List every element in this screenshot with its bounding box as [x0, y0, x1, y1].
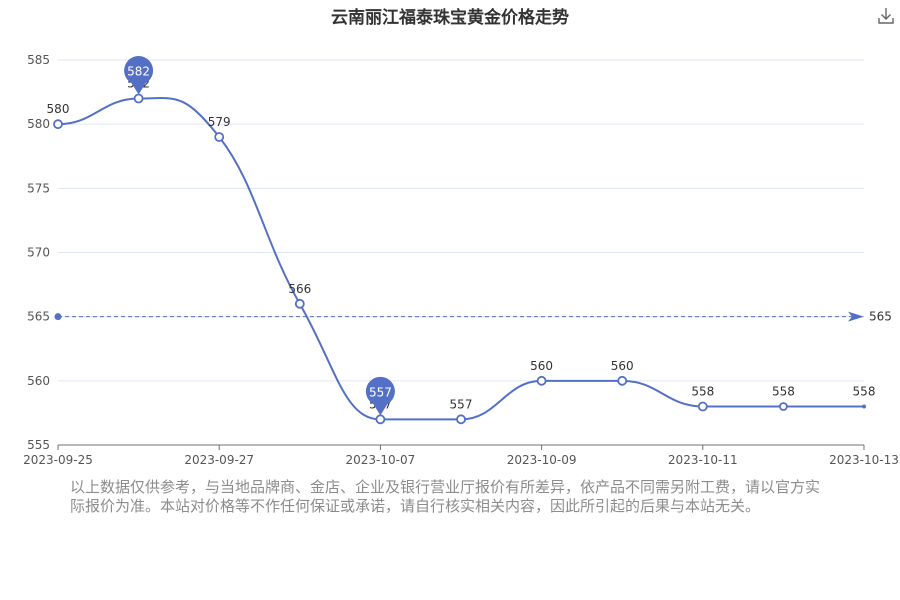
average-line-arrow [848, 311, 864, 322]
data-point [214, 132, 225, 142]
data-label: 560 [611, 359, 634, 373]
y-tick-label: 570 [27, 246, 50, 260]
chart-title: 云南丽江福泰珠宝黄金价格走势 [331, 8, 569, 28]
data-point [862, 404, 866, 409]
data-label: 560 [530, 359, 553, 373]
data-point [617, 375, 628, 386]
average-line-label: 565 [869, 310, 892, 324]
data-label: 557 [450, 397, 473, 411]
y-tick-label: 565 [27, 310, 50, 324]
data-label: 566 [288, 282, 311, 296]
y-tick-label: 575 [27, 181, 50, 195]
min-pin-label: 557 [369, 385, 392, 399]
max-pin [124, 56, 154, 85]
data-label: 558 [853, 385, 876, 399]
data-point [456, 414, 466, 425]
y-tick-label: 580 [27, 117, 50, 131]
series-line [57, 97, 864, 421]
data-point [697, 401, 708, 412]
data-point [375, 414, 386, 425]
y-tick-label: 585 [27, 53, 50, 67]
x-tick-label: 2023-09-25 [23, 453, 93, 467]
x-tick-label: 2023-10-09 [507, 453, 577, 467]
download-icon[interactable] [876, 6, 896, 26]
average-line-start [54, 313, 62, 321]
min-pin [365, 376, 395, 406]
data-label: 558 [691, 385, 714, 399]
data-point [294, 298, 305, 309]
y-tick-label: 560 [27, 374, 50, 388]
data-label: 580 [47, 102, 70, 116]
x-tick-label: 2023-10-13 [829, 453, 899, 467]
y-tick-label: 555 [27, 438, 50, 452]
data-point [53, 119, 63, 130]
data-label: 579 [208, 115, 231, 129]
x-tick-label: 2023-10-11 [668, 453, 738, 467]
max-pin-label: 582 [127, 65, 150, 79]
disclaimer-text: 以上数据仅供参考，与当地品牌商、金店、企业及银行营业厅报价有所差异，依产品不同需… [70, 478, 821, 515]
x-tick-label: 2023-10-07 [346, 453, 416, 467]
line-chart: 555 560 565 570 575 580 585 2023-09-25 2023-09-2… [23, 53, 899, 467]
data-label: 558 [772, 385, 795, 399]
data-point [536, 375, 547, 386]
data-point [133, 93, 144, 104]
x-tick-label: 2023-09-27 [184, 453, 254, 467]
data-point [779, 402, 788, 411]
